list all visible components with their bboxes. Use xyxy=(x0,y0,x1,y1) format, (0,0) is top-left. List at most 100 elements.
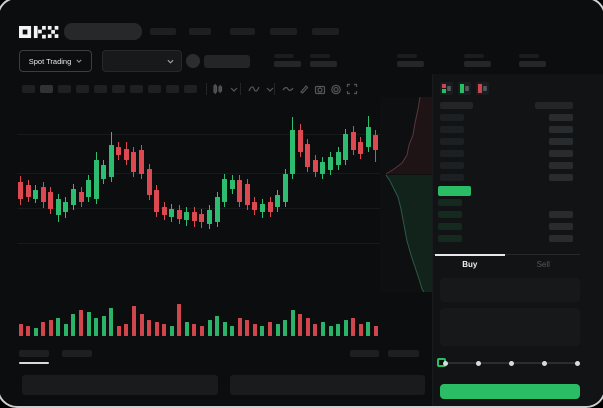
tab-buy[interactable]: Buy xyxy=(433,254,507,274)
tab-sell[interactable]: Sell xyxy=(536,260,550,269)
candle-body xyxy=(86,180,91,197)
volume-bar xyxy=(131,306,136,336)
orders-tab-2[interactable] xyxy=(62,350,92,357)
volume-bars xyxy=(17,294,380,336)
volume-bar xyxy=(298,314,303,336)
slider-stop-50pct[interactable] xyxy=(508,360,514,366)
timeframe-4[interactable] xyxy=(76,85,89,93)
candle-body xyxy=(139,150,144,174)
volume-bar xyxy=(373,326,378,336)
slider-stop-75pct[interactable] xyxy=(542,360,548,366)
stat-value-4 xyxy=(464,61,491,67)
orderbook-header-price xyxy=(440,102,473,109)
nav-item-1[interactable] xyxy=(150,28,176,35)
indicator-icon[interactable] xyxy=(248,83,260,95)
camera-icon[interactable] xyxy=(314,83,326,95)
nav-item-3[interactable] xyxy=(230,28,255,35)
ask-amount-bar[interactable] xyxy=(549,174,573,181)
bid-price-bar[interactable] xyxy=(438,199,462,206)
chevron-down-icon xyxy=(76,59,82,63)
candle-style-icon[interactable] xyxy=(212,83,224,95)
timeframe-9[interactable] xyxy=(166,85,179,93)
search-input[interactable] xyxy=(64,23,142,40)
timeframe-2[interactable] xyxy=(40,85,53,93)
candle-body xyxy=(70,189,76,205)
ask-price-bar[interactable] xyxy=(440,126,464,133)
bid-price-bar[interactable] xyxy=(438,235,462,242)
market-type-selector[interactable]: Spot Trading xyxy=(19,50,92,72)
orders-tab-active[interactable] xyxy=(19,350,49,357)
volume-bar xyxy=(358,324,363,336)
candle-body xyxy=(343,134,349,160)
volume-bar xyxy=(18,324,23,336)
bid-price-bar[interactable] xyxy=(438,211,462,218)
slider-stop-100pct[interactable] xyxy=(575,360,581,366)
stat-label-2 xyxy=(310,54,330,58)
price-input[interactable] xyxy=(440,278,580,302)
orders-filter-2[interactable] xyxy=(388,350,419,357)
amount-input[interactable] xyxy=(440,308,580,346)
ask-price-bar[interactable] xyxy=(440,162,464,169)
volume-bar xyxy=(86,312,91,336)
bid-amount-bar[interactable] xyxy=(549,211,573,218)
book-both-icon[interactable] xyxy=(440,82,453,95)
stat-value-1 xyxy=(274,61,301,67)
chevron-down-icon[interactable] xyxy=(228,83,240,95)
slider-stop-0pct[interactable] xyxy=(442,360,448,366)
volume-bar xyxy=(237,318,242,336)
candle-body xyxy=(93,160,99,199)
candle-body xyxy=(199,214,205,222)
chevron-down-icon[interactable] xyxy=(264,83,276,95)
volume-bar xyxy=(56,318,61,336)
ask-amount-bar[interactable] xyxy=(549,114,573,121)
nav-item-4[interactable] xyxy=(270,28,297,35)
timeframe-10[interactable] xyxy=(184,85,197,93)
slider-stop-25pct[interactable] xyxy=(475,360,481,366)
timeframe-1[interactable] xyxy=(22,85,35,93)
candle-body xyxy=(40,187,46,202)
timeframe-6[interactable] xyxy=(112,85,125,93)
bid-amount-bar[interactable] xyxy=(549,235,573,242)
coin-icon xyxy=(186,54,200,68)
timeframe-8[interactable] xyxy=(148,85,161,93)
pair-selector[interactable] xyxy=(102,50,182,72)
candle-body xyxy=(25,185,31,197)
bid-price-bar[interactable] xyxy=(438,223,462,230)
timeframe-7[interactable] xyxy=(130,85,143,93)
timeframe-3[interactable] xyxy=(58,85,71,93)
fullscreen-icon[interactable] xyxy=(346,83,358,95)
candle-body xyxy=(116,147,122,155)
ask-amount-bar[interactable] xyxy=(549,162,573,169)
ask-amount-bar[interactable] xyxy=(549,138,573,145)
ask-amount-bar[interactable] xyxy=(549,150,573,157)
candle-body xyxy=(33,190,39,199)
nav-item-5[interactable] xyxy=(312,28,339,35)
candle-body xyxy=(350,132,356,150)
buy-button[interactable] xyxy=(440,384,580,399)
draw-icon[interactable] xyxy=(298,83,310,95)
ask-price-bar[interactable] xyxy=(440,150,464,157)
ask-price-bar[interactable] xyxy=(440,174,464,181)
ask-price-bar[interactable] xyxy=(440,138,464,145)
orders-filter-1[interactable] xyxy=(350,350,379,357)
candle-body xyxy=(222,179,228,202)
book-asks-icon[interactable] xyxy=(476,82,489,95)
timeframe-5[interactable] xyxy=(94,85,107,93)
ask-price-bar[interactable] xyxy=(440,114,464,121)
candlestick-chart[interactable] xyxy=(17,102,380,294)
candle-body xyxy=(207,210,212,224)
bid-amount-bar[interactable] xyxy=(549,223,573,230)
ask-amount-bar[interactable] xyxy=(549,126,573,133)
book-bids-icon[interactable] xyxy=(458,82,471,95)
settings-icon[interactable] xyxy=(330,83,342,95)
line-type-icon[interactable] xyxy=(282,83,294,95)
trade-tabs: Buy Sell xyxy=(433,254,580,274)
chevron-down-icon xyxy=(167,59,174,64)
nav-item-2[interactable] xyxy=(189,28,211,35)
volume-bar xyxy=(351,318,356,336)
last-price-highlight[interactable] xyxy=(438,186,471,196)
volume-bar xyxy=(245,320,250,336)
candle-body xyxy=(131,152,137,172)
candle-body xyxy=(78,192,84,202)
chart-gridline xyxy=(17,134,380,135)
